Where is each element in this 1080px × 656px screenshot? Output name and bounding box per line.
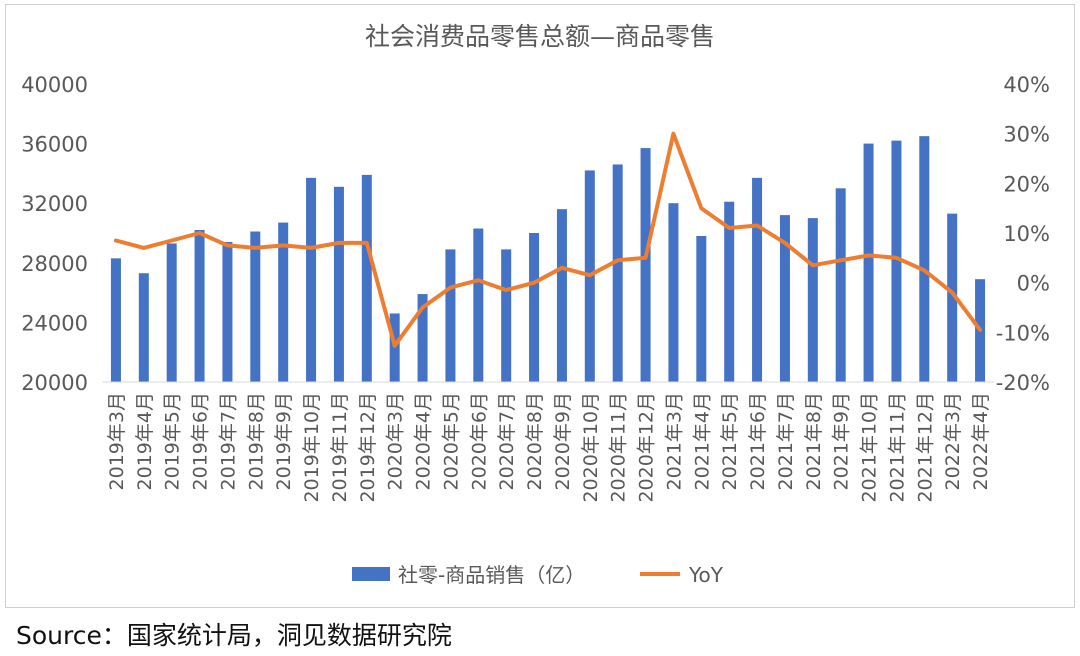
x-tick-label: 2019年8月 [245, 392, 267, 490]
bar [166, 243, 177, 382]
bar [445, 249, 456, 382]
y-right-tick-label: 30% [1003, 123, 1050, 147]
x-tick-label: 2020年3月 [385, 392, 407, 490]
bar [278, 222, 289, 382]
y-right-tick-label: 20% [1003, 172, 1050, 196]
y-right-tick-label: -10% [996, 321, 1050, 345]
x-tick-label: 2022年3月 [942, 392, 964, 490]
bar [556, 209, 567, 382]
bar [501, 249, 512, 382]
x-tick-label: 2019年3月 [106, 392, 128, 490]
x-tick-label: 2021年3月 [663, 392, 685, 490]
x-tick-label: 2019年11月 [329, 392, 351, 503]
bar [668, 203, 679, 382]
legend-line-label: YoY [688, 563, 724, 587]
yoy-line [113, 131, 983, 348]
x-tick-label: 2019年7月 [217, 392, 239, 490]
x-tick-label: 2019年9月 [273, 392, 295, 490]
bar [612, 164, 623, 382]
x-tick-label: 2021年5月 [719, 392, 741, 490]
source-note: Source：国家统计局，洞见数据研究院 [16, 621, 452, 650]
x-tick-label: 2019年4月 [134, 392, 156, 490]
bar [947, 213, 958, 382]
y-left-tick-label: 28000 [21, 252, 88, 276]
y-left-tick-label: 36000 [21, 133, 88, 157]
legend-bar-label: 社零-商品销售（亿） [398, 563, 585, 587]
x-tick-label: 2020年5月 [440, 392, 462, 490]
x-axis-labels: 2019年3月 2019年4月 2019年5月 2019年6月 2019年7月 2019年… [106, 392, 992, 503]
bar [835, 188, 846, 382]
x-tick-label: 2021年4月 [691, 392, 713, 490]
x-tick-label: 2020年12月 [636, 392, 658, 503]
bar [361, 174, 372, 382]
bar [640, 148, 651, 382]
x-tick-label: 2021年9月 [831, 392, 853, 490]
x-tick-label: 2020年8月 [524, 392, 546, 490]
x-tick-label: 2021年10月 [859, 392, 881, 503]
x-tick-label: 2019年12月 [357, 392, 379, 503]
bar [333, 186, 344, 382]
line-series [113, 131, 983, 348]
bar [250, 231, 261, 382]
chart-title: 社会消费品零售总额—商品零售 [365, 22, 715, 51]
y-left-tick-label: 32000 [21, 192, 88, 216]
x-tick-label: 2021年8月 [803, 392, 825, 490]
x-tick-label: 2020年4月 [413, 392, 435, 490]
bar [863, 143, 874, 382]
bar [696, 235, 707, 382]
x-tick-label: 2020年7月 [496, 392, 518, 490]
y-right-tick-label: 10% [1003, 222, 1050, 246]
x-tick-label: 2022年4月 [970, 392, 992, 490]
bar [138, 273, 149, 382]
x-tick-label: 2020年11月 [608, 392, 630, 503]
bar [110, 258, 121, 382]
bar [389, 313, 400, 382]
bar [222, 241, 233, 382]
bar [306, 177, 317, 382]
x-tick-label: 2019年10月 [301, 392, 323, 503]
bar [529, 233, 540, 382]
y-left-tick-label: 24000 [21, 311, 88, 335]
x-tick-label: 2019年5月 [162, 392, 184, 490]
x-tick-label: 2019年6月 [190, 392, 212, 490]
legend-bar-swatch [352, 567, 390, 581]
x-tick-label: 2021年6月 [747, 392, 769, 490]
bar [194, 230, 205, 382]
x-tick-label: 2020年10月 [580, 392, 602, 503]
bar [752, 177, 763, 382]
legend: 社零-商品销售（亿） YoY [352, 563, 724, 587]
x-tick-label: 2021年12月 [914, 392, 936, 503]
bar [724, 201, 735, 382]
bar [473, 228, 484, 382]
bar [807, 218, 818, 382]
bar [779, 215, 790, 382]
bar [891, 140, 902, 382]
right-axis: -20% -10% 0% 10% 20% 30% 40% [996, 73, 1050, 395]
bar [417, 294, 428, 382]
y-right-tick-label: -20% [996, 371, 1050, 395]
x-tick-label: 2021年11月 [886, 392, 908, 503]
x-tick-label: 2020年9月 [552, 392, 574, 490]
y-right-tick-label: 40% [1003, 73, 1050, 97]
y-left-tick-label: 40000 [21, 73, 88, 97]
x-tick-label: 2020年6月 [468, 392, 490, 490]
y-right-tick-label: 0% [1017, 272, 1050, 296]
chart-svg: 社会消费品零售总额—商品零售 20000 24000 28000 32000 36000… [21, 22, 1050, 587]
y-left-tick-label: 20000 [21, 371, 88, 395]
left-axis: 20000 24000 28000 32000 36000 40000 [21, 73, 88, 395]
x-tick-label: 2021年7月 [775, 392, 797, 490]
bar [919, 136, 930, 382]
